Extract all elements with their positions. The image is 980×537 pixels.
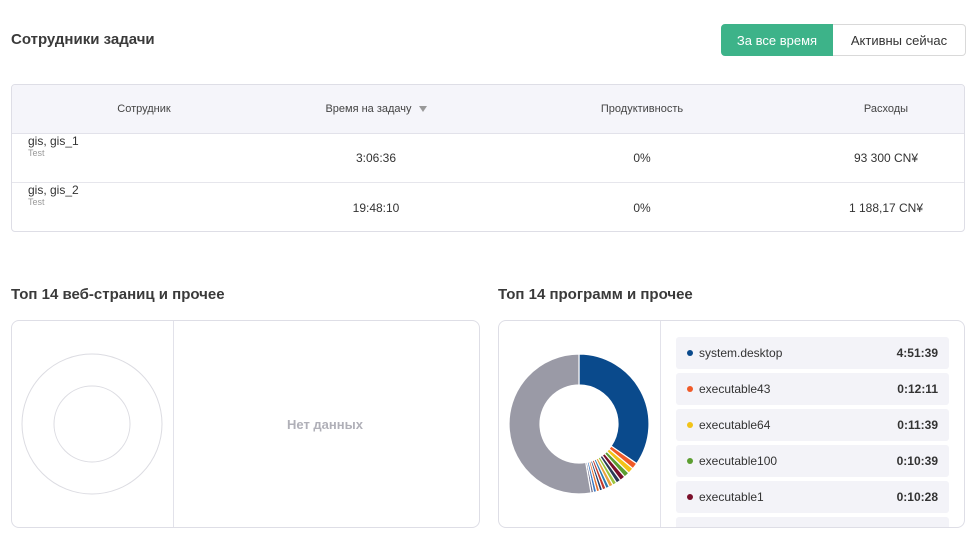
legend-item[interactable]: executable1 0:10:28 [676, 481, 949, 513]
column-employee[interactable]: Сотрудник [117, 103, 171, 115]
legend-dot-icon [687, 494, 693, 500]
legend-item-partial[interactable] [676, 517, 949, 527]
legend-app-name: system.desktop [699, 346, 783, 360]
legend-app-name: executable43 [699, 382, 771, 396]
table-row[interactable]: gis, gis_2 Test 19:48:10 0% 1 188,17 CN¥ [12, 183, 964, 231]
expenses-cell: 1 188,17 CN¥ [848, 200, 924, 215]
active-now-button[interactable]: Активны сейчас [833, 24, 966, 56]
employee-name: gis, gis_2 [28, 183, 79, 197]
legend-app-time: 0:10:39 [896, 454, 938, 468]
no-data-text: Нет данных [287, 417, 363, 432]
legend-item[interactable]: executable64 0:11:39 [676, 409, 949, 441]
employee-cell: gis, gis_2 Test [12, 183, 276, 231]
page-title: Сотрудники задачи [11, 31, 155, 48]
column-productivity[interactable]: Продуктивность [600, 103, 684, 115]
productivity-cell: 0% [633, 151, 651, 165]
productivity-cell: 0% [633, 200, 651, 215]
legend-app-time: 0:10:28 [896, 490, 938, 504]
all-time-button[interactable]: За все время [721, 24, 833, 56]
web-pages-panel: Нет данных [11, 320, 480, 528]
web-pages-title: Топ 14 веб-страниц и прочее [11, 286, 225, 303]
employee-team: Test [28, 148, 45, 158]
legend-item[interactable]: executable43 0:12:11 [676, 373, 949, 405]
legend-app-name: executable1 [699, 490, 764, 504]
donut-slice[interactable] [578, 353, 650, 465]
legend-dot-icon [687, 350, 693, 356]
employee-cell: gis, gis_1 Test [12, 134, 276, 182]
legend-item[interactable]: executable100 0:10:39 [676, 445, 949, 477]
donut-slice[interactable] [508, 353, 592, 495]
legend-app-time: 4:51:39 [896, 346, 938, 360]
web-pages-empty-donut [21, 353, 163, 495]
legend-dot-icon [687, 458, 693, 464]
column-expenses[interactable]: Расходы [863, 103, 909, 115]
table-header: Сотрудник Время на задачу Продуктивность… [12, 85, 964, 134]
apps-legend: system.desktop 4:51:39 executable43 0:12… [676, 337, 949, 527]
column-time-label: Время на задачу [325, 103, 412, 115]
employee-name: gis, gis_1 [28, 134, 79, 148]
panel-divider [173, 321, 174, 527]
legend-app-name: executable64 [699, 418, 771, 432]
time-cell: 3:06:36 [355, 151, 397, 165]
employee-team: Test [28, 197, 45, 207]
legend-dot-icon [687, 386, 693, 392]
table-row[interactable]: gis, gis_1 Test 3:06:36 0% 93 300 CN¥ [12, 134, 964, 183]
column-time[interactable]: Время на задачу [276, 85, 476, 133]
legend-app-time: 0:11:39 [897, 418, 938, 432]
legend-app-name: executable100 [699, 454, 778, 468]
apps-title: Топ 14 программ и прочее [498, 286, 693, 303]
time-range-toggle: За все время Активны сейчас [721, 24, 966, 56]
time-cell: 19:48:10 [352, 200, 400, 215]
employees-table: Сотрудник Время на задачу Продуктивность… [11, 84, 965, 232]
legend-item[interactable]: system.desktop 4:51:39 [676, 337, 949, 369]
sort-down-icon[interactable] [418, 106, 427, 112]
legend-app-time: 0:12:11 [897, 382, 938, 396]
apps-donut-chart[interactable] [499, 321, 660, 528]
panel-divider [660, 321, 661, 527]
legend-dot-icon [687, 422, 693, 428]
expenses-cell: 93 300 CN¥ [853, 151, 919, 165]
